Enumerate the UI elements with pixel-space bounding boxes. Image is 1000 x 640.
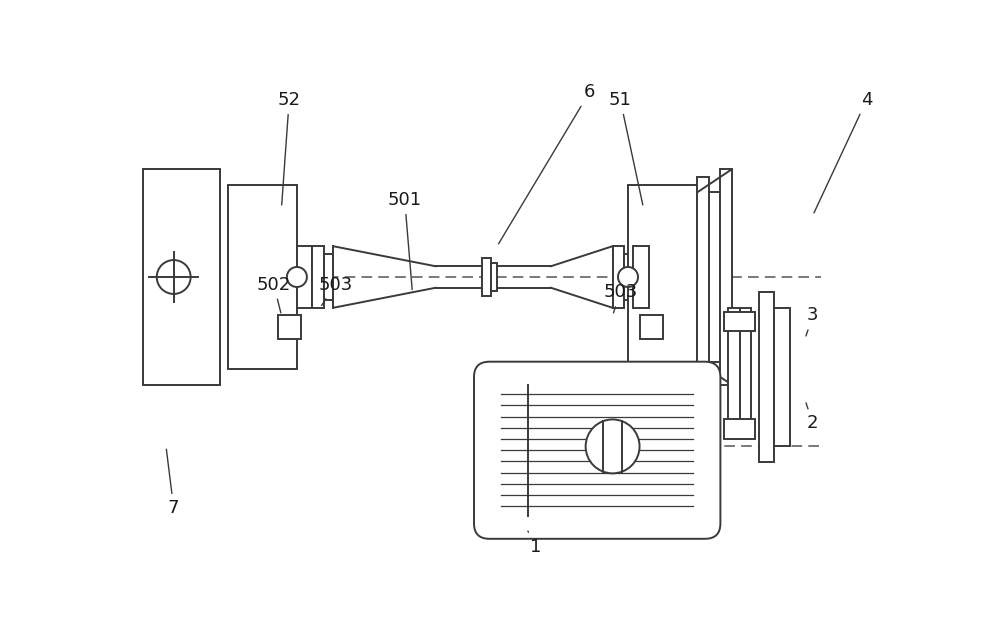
Circle shape [618, 267, 638, 287]
Bar [709, 192, 720, 362]
Bar [724, 312, 755, 331]
Bar [613, 246, 624, 308]
Text: 503: 503 [318, 276, 353, 305]
Bar [633, 246, 649, 308]
Bar [720, 169, 732, 385]
Text: 7: 7 [166, 449, 179, 517]
Text: 501: 501 [388, 191, 422, 290]
Bar [728, 308, 740, 438]
Text: 1: 1 [528, 531, 541, 556]
Bar [482, 258, 491, 296]
Bar [228, 184, 297, 369]
Bar [297, 246, 312, 308]
Text: 503: 503 [603, 284, 637, 313]
FancyBboxPatch shape [474, 362, 720, 539]
Bar [697, 177, 709, 377]
Bar [640, 316, 663, 339]
Bar [759, 292, 774, 462]
Bar [324, 254, 333, 300]
Text: 4: 4 [814, 91, 872, 213]
Text: 6: 6 [499, 83, 595, 244]
Circle shape [287, 267, 307, 287]
Bar [628, 184, 697, 369]
Text: 51: 51 [609, 91, 643, 205]
Text: 2: 2 [806, 403, 819, 432]
Bar [774, 308, 790, 447]
Bar [143, 169, 220, 385]
Bar [312, 246, 324, 308]
Bar [491, 263, 497, 291]
Text: 502: 502 [257, 276, 291, 313]
Bar [740, 308, 751, 438]
Text: 52: 52 [278, 91, 301, 205]
Bar [724, 419, 755, 438]
Circle shape [586, 419, 640, 474]
Text: 3: 3 [806, 307, 819, 336]
Bar [278, 316, 301, 339]
Bar [624, 254, 633, 300]
